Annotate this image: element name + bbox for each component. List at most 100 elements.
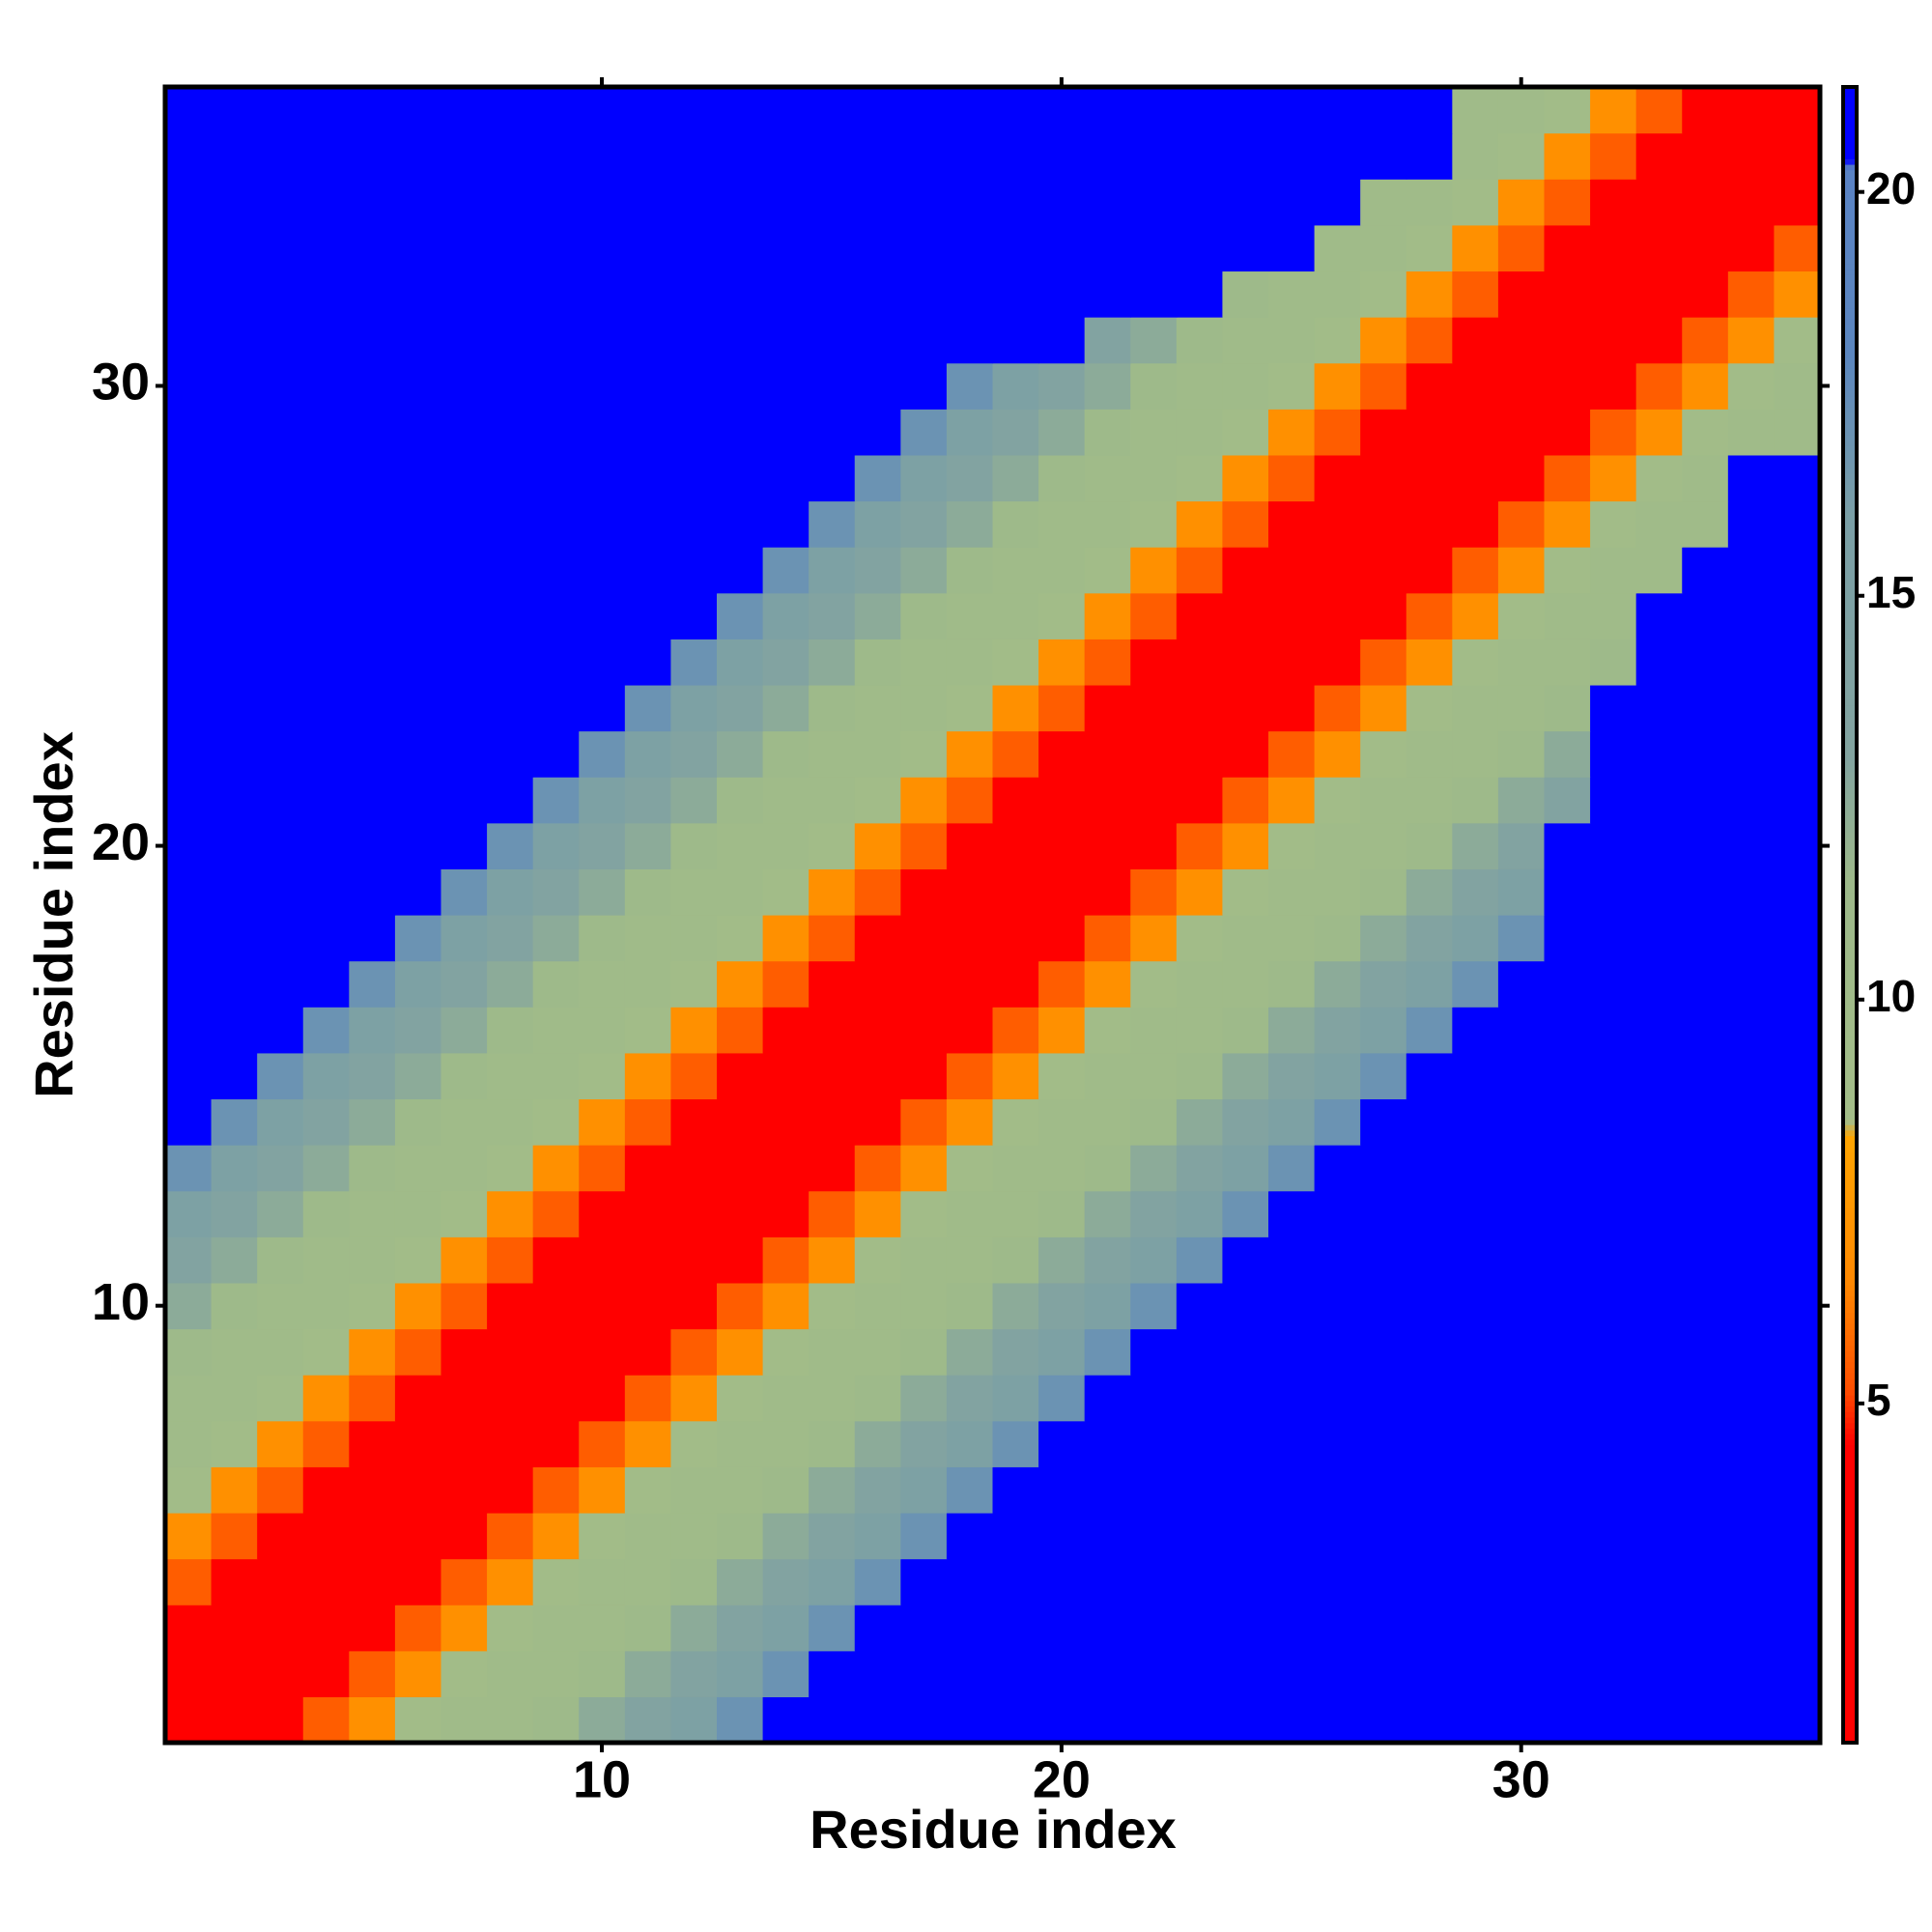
heatmap-cell	[440, 1696, 488, 1744]
heatmap-cell	[579, 777, 626, 824]
heatmap-cell	[165, 317, 213, 364]
heatmap-cell	[1682, 639, 1729, 686]
heatmap-cell	[532, 1052, 580, 1100]
heatmap-cell	[1544, 454, 1591, 502]
heatmap-cell	[1038, 454, 1086, 502]
heatmap-cell	[1360, 1420, 1407, 1467]
heatmap-cell	[579, 1282, 626, 1330]
heatmap-cell	[1497, 1650, 1546, 1697]
heatmap-cell	[1084, 1696, 1131, 1744]
heatmap-cell	[349, 1145, 396, 1192]
heatmap-cell	[946, 777, 994, 824]
colorbar-strip	[1843, 820, 1857, 828]
heatmap-cell	[1682, 684, 1729, 732]
heatmap-cell	[1727, 500, 1776, 548]
heatmap-cell	[1314, 1650, 1361, 1697]
colorbar-strip	[1843, 1086, 1857, 1093]
colorbar-strip	[1843, 517, 1857, 524]
colorbar-strip	[1843, 545, 1857, 552]
heatmap-cell	[349, 730, 396, 778]
heatmap-cell	[1452, 317, 1499, 364]
heatmap-cell	[211, 777, 258, 824]
colorbar-strip	[1843, 765, 1857, 773]
heatmap-cell	[394, 1098, 442, 1146]
heatmap-cell	[1222, 639, 1269, 686]
heatmap-cell	[1497, 317, 1546, 364]
heatmap-cell	[1360, 87, 1407, 134]
heatmap-cell	[579, 639, 626, 686]
heatmap-cell	[992, 1375, 1039, 1422]
heatmap-cell	[165, 960, 213, 1008]
heatmap-cell	[1314, 960, 1361, 1008]
colorbar-strip	[1843, 1676, 1857, 1683]
colorbar-strip	[1843, 401, 1857, 408]
heatmap-cell	[1268, 960, 1316, 1008]
heatmap-cell	[440, 1236, 488, 1284]
heatmap-cell	[211, 1466, 258, 1514]
heatmap-cell	[1268, 1420, 1316, 1467]
heatmap-cell	[1038, 1190, 1086, 1237]
heatmap-cell	[211, 960, 258, 1008]
heatmap-cell	[762, 1650, 810, 1697]
colorbar-strip	[1843, 1643, 1857, 1650]
heatmap-cell	[1038, 1558, 1086, 1605]
heatmap-cell	[809, 179, 856, 226]
heatmap-cell	[440, 1650, 488, 1697]
heatmap-cell	[717, 1696, 764, 1744]
heatmap-cell	[211, 1190, 258, 1237]
heatmap-cell	[1682, 1466, 1729, 1514]
heatmap-cell	[1130, 1007, 1178, 1054]
heatmap-cell	[1590, 132, 1637, 180]
heatmap-cell	[1774, 822, 1821, 869]
heatmap-cell	[1360, 409, 1407, 456]
heatmap-cell	[1360, 1466, 1407, 1514]
heatmap-cell	[1038, 1282, 1086, 1330]
heatmap-cell	[900, 684, 948, 732]
heatmap-cell	[1222, 547, 1269, 594]
heatmap-cell	[1176, 960, 1224, 1008]
heatmap-cell	[1222, 132, 1269, 180]
heatmap-cell	[440, 270, 488, 318]
heatmap-cell	[579, 1466, 626, 1514]
heatmap-cell	[1222, 822, 1269, 869]
heatmap-cell	[440, 915, 488, 962]
colorbar-strip	[1843, 1395, 1857, 1402]
heatmap-cell	[1360, 1052, 1407, 1100]
heatmap-cell	[624, 915, 672, 962]
heatmap-cell	[1360, 1282, 1407, 1330]
heatmap-cell	[1497, 1558, 1546, 1605]
heatmap-cell	[211, 132, 258, 180]
heatmap-cell	[211, 1512, 258, 1560]
colorbar-strip	[1843, 274, 1857, 281]
colorbar-strip	[1843, 1577, 1857, 1583]
heatmap-cell	[1544, 960, 1591, 1008]
heatmap-cell	[1406, 454, 1453, 502]
heatmap-cell	[579, 1190, 626, 1237]
heatmap-cell	[532, 1145, 580, 1192]
heatmap-cell	[1774, 1420, 1821, 1467]
heatmap-cell	[532, 1512, 580, 1560]
heatmap-cell	[1727, 1145, 1776, 1192]
heatmap-cell	[1635, 1466, 1683, 1514]
heatmap-cell	[762, 1145, 810, 1192]
heatmap-cell	[1038, 1052, 1086, 1100]
colorbar-strip	[1843, 1493, 1857, 1501]
heatmap-cell	[1774, 1512, 1821, 1560]
colorbar-strip	[1843, 1058, 1857, 1065]
heatmap-cell	[1360, 868, 1407, 916]
heatmap-cell	[487, 1236, 534, 1284]
heatmap-cell	[946, 500, 994, 548]
heatmap-cell	[579, 132, 626, 180]
heatmap-cell	[900, 1007, 948, 1054]
heatmap-cell	[1084, 684, 1131, 732]
heatmap-cell	[670, 179, 718, 226]
heatmap-cell	[1727, 270, 1776, 318]
colorbar-strip	[1843, 688, 1857, 696]
colorbar-strip	[1843, 787, 1857, 794]
heatmap-cell	[992, 1466, 1039, 1514]
heatmap-cell	[1774, 1007, 1821, 1054]
heatmap-cell	[1130, 777, 1178, 824]
heatmap-cell	[1635, 684, 1683, 732]
heatmap-cell	[211, 1650, 258, 1697]
